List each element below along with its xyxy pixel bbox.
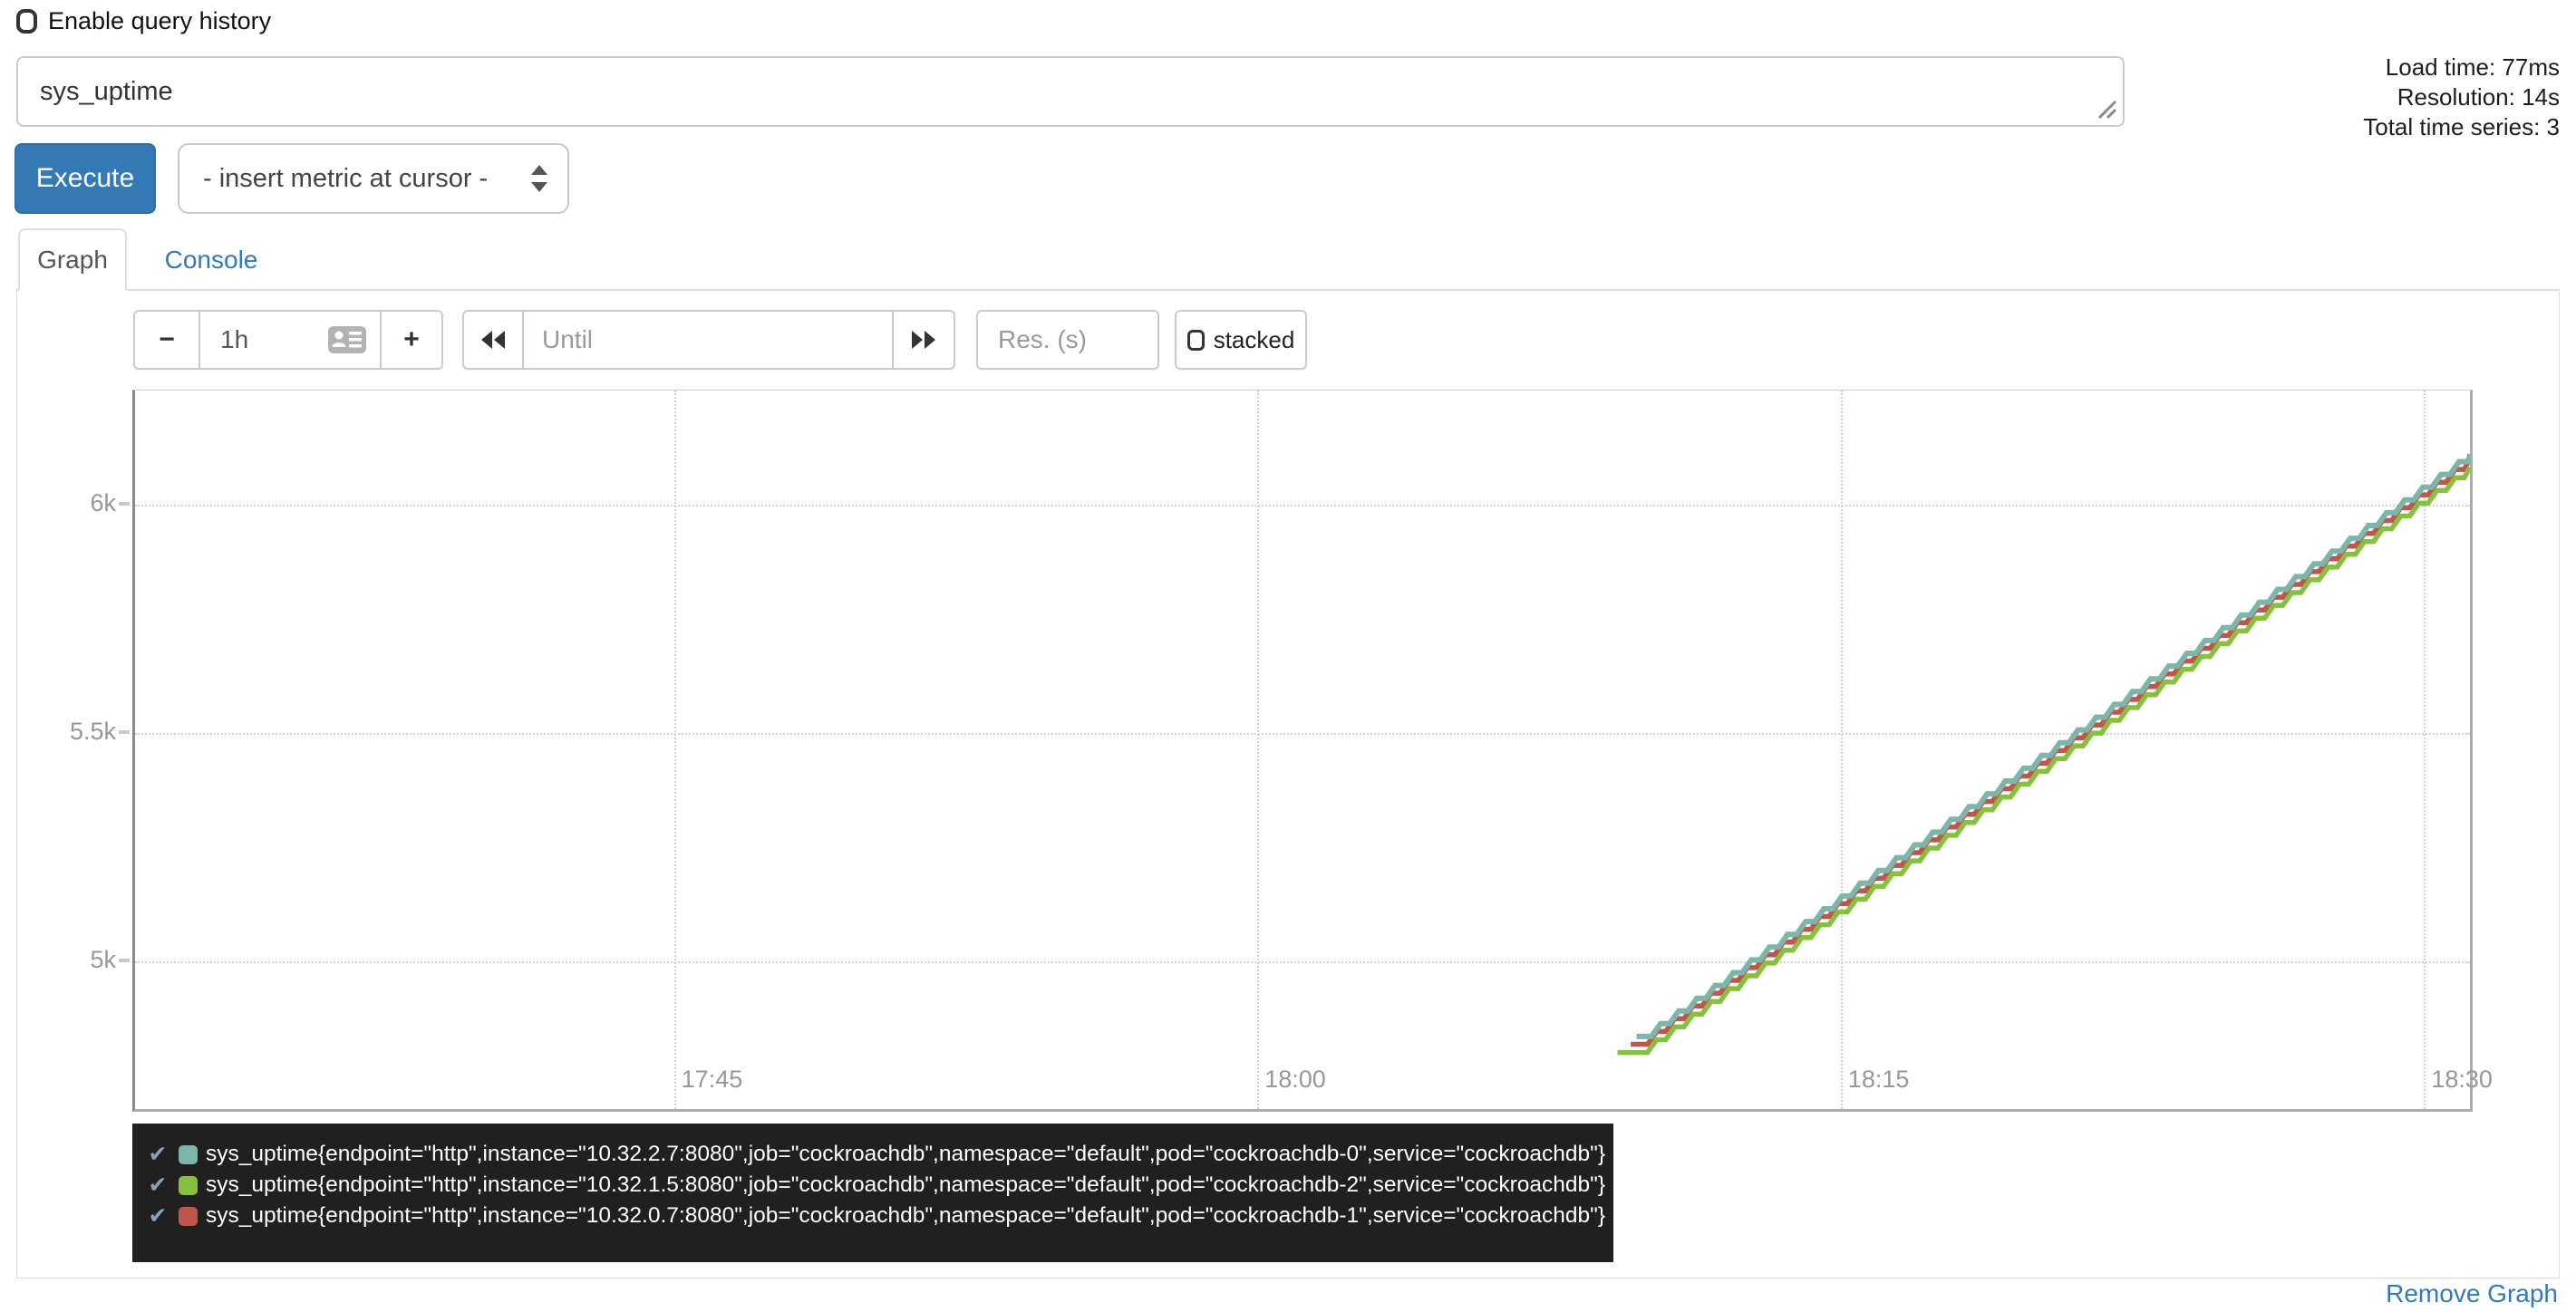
step-forward-icon: [912, 331, 935, 349]
series-label: sys_uptime{endpoint="http",instance="10.…: [206, 1203, 1606, 1228]
step-backward-button[interactable]: [462, 310, 524, 370]
x-axis-tick-label: 18:15: [1847, 1066, 1910, 1093]
range-input-wrap: [200, 310, 382, 370]
until-control-group: [462, 310, 955, 370]
y-axis-tick-mark: [119, 730, 130, 735]
check-icon[interactable]: ✔: [148, 1172, 168, 1198]
check-icon[interactable]: ✔: [148, 1203, 168, 1229]
tab-bar: Graph Console: [16, 228, 2560, 291]
until-input[interactable]: [542, 314, 868, 366]
y-gridline: [135, 733, 2470, 736]
remove-graph-link[interactable]: Remove Graph: [2386, 1279, 2558, 1307]
step-backward-icon: [481, 331, 505, 349]
x-gridline: [2424, 391, 2426, 1109]
stacked-checkbox[interactable]: [1186, 329, 1205, 351]
stacked-label: stacked: [1213, 325, 1295, 353]
query-stats: Load time: 77ms Resolution: 14s Total ti…: [2363, 53, 2560, 142]
enable-query-history-label: Enable query history: [48, 7, 272, 34]
series-label: sys_uptime{endpoint="http",instance="10.…: [206, 1142, 1606, 1166]
stacked-toggle-button[interactable]: stacked: [1175, 310, 1307, 370]
enable-query-history-checkbox[interactable]: [16, 9, 37, 34]
y-axis-tick-mark: [119, 502, 130, 506]
x-axis-tick-label: 17:45: [681, 1066, 743, 1093]
time-series-chart[interactable]: 17:45 18:00 18:15 18:30: [132, 390, 2493, 1112]
chart-legend: ✔ sys_uptime{endpoint="http",instance="10…: [132, 1124, 1613, 1262]
until-input-wrap: [524, 310, 894, 370]
resolution-input[interactable]: [976, 310, 1159, 370]
series-label: sys_uptime{endpoint="http",instance="10.…: [206, 1172, 1606, 1197]
tab-graph[interactable]: Graph: [18, 228, 127, 291]
calendar-picker-icon[interactable]: [327, 324, 367, 355]
series-line: [1617, 466, 2470, 1056]
query-expression-input[interactable]: sys_uptime: [16, 56, 2125, 127]
series-line: [1636, 453, 2470, 1039]
series-color-swatch: [179, 1206, 198, 1226]
y-axis-tick-label: 6k: [90, 489, 116, 517]
x-gridline: [673, 391, 676, 1109]
x-gridline: [1257, 391, 1260, 1109]
resolution-stat: Resolution: 14s: [2397, 83, 2560, 111]
check-icon[interactable]: ✔: [148, 1142, 168, 1167]
execute-button[interactable]: Execute: [15, 143, 156, 214]
tab-console[interactable]: Console: [164, 245, 258, 274]
insert-metric-select-value: - insert metric at cursor -: [203, 163, 489, 193]
range-increase-button[interactable]: +: [382, 310, 443, 370]
range-input[interactable]: [220, 314, 302, 366]
series-plot: [1617, 453, 2470, 1056]
range-control-group: − +: [133, 310, 443, 370]
select-arrows-icon: [531, 165, 547, 192]
step-forward-button[interactable]: [894, 310, 955, 370]
x-axis-tick-label: 18:00: [1264, 1066, 1326, 1093]
total-series-stat: Total time series: 3: [2363, 113, 2560, 140]
resize-handle-icon[interactable]: [2094, 98, 2117, 120]
series-color-swatch: [179, 1175, 198, 1195]
y-gridline: [135, 960, 2470, 963]
y-axis-tick-mark: [119, 958, 130, 962]
enable-query-history-row: Enable query history: [16, 7, 271, 35]
legend-row[interactable]: ✔ sys_uptime{endpoint="http",instance="10…: [145, 1201, 1613, 1231]
y-gridline: [135, 505, 2470, 507]
insert-metric-select[interactable]: - insert metric at cursor -: [178, 143, 569, 214]
y-axis-tick-label: 5k: [90, 945, 116, 973]
x-gridline: [1840, 391, 1843, 1109]
y-axis-tick-label: 5.5k: [69, 718, 116, 746]
load-time-stat: Load time: 77ms: [2385, 53, 2560, 81]
series-color-swatch: [179, 1144, 198, 1164]
x-axis-tick-label: 18:30: [2431, 1066, 2493, 1093]
legend-row[interactable]: ✔ sys_uptime{endpoint="http",instance="10…: [145, 1139, 1613, 1170]
range-decrease-button[interactable]: −: [133, 310, 200, 370]
legend-row[interactable]: ✔ sys_uptime{endpoint="http",instance="10…: [145, 1170, 1613, 1201]
